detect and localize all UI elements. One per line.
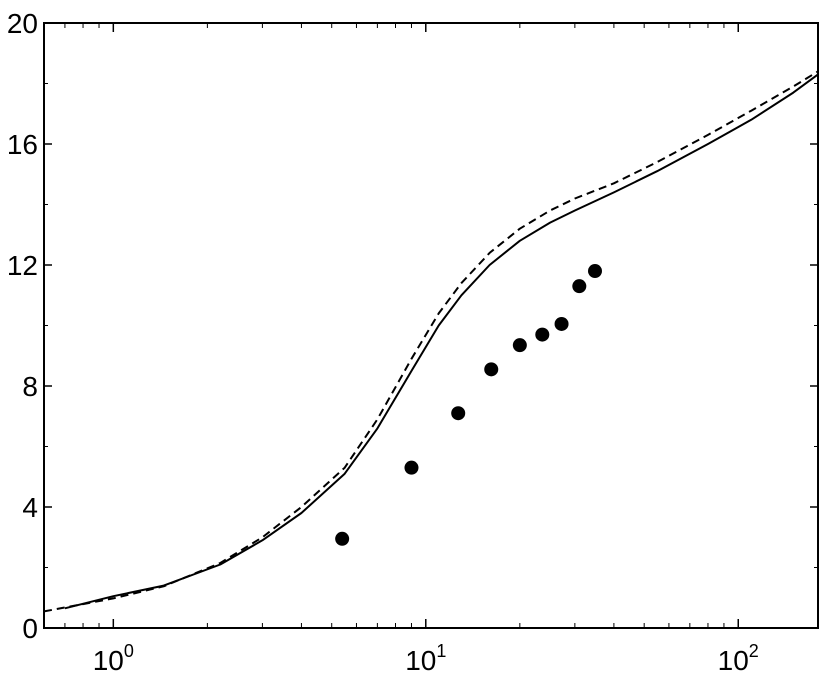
data-point xyxy=(554,316,569,331)
data-point xyxy=(335,531,350,546)
x-tick-base: 10 xyxy=(93,645,124,676)
x-tick-base: 10 xyxy=(405,645,436,676)
y-tick-label: 12 xyxy=(7,250,38,281)
x-tick-label: 101 xyxy=(405,641,446,676)
data-point xyxy=(484,362,499,377)
y-tick-label: 8 xyxy=(22,371,38,402)
x-tick-base: 10 xyxy=(718,645,749,676)
x-tick-exponent: 0 xyxy=(124,641,134,661)
data-point xyxy=(587,264,602,279)
data-point xyxy=(404,460,419,475)
data-point xyxy=(535,327,550,342)
x-tick-label: 102 xyxy=(718,641,759,676)
data-point xyxy=(451,406,466,421)
x-tick-exponent: 1 xyxy=(436,641,446,661)
dashed-series-line xyxy=(43,70,819,613)
solid-series-line xyxy=(64,73,819,610)
x-tick-label: 100 xyxy=(93,641,134,676)
x-tick-exponent: 2 xyxy=(749,641,759,661)
y-tick-label: 4 xyxy=(22,492,38,523)
y-tick-label: 20 xyxy=(7,8,38,39)
y-tick-label: 0 xyxy=(22,613,38,644)
y-tick-label: 16 xyxy=(7,129,38,160)
data-point xyxy=(512,338,527,353)
data-point xyxy=(572,279,587,294)
